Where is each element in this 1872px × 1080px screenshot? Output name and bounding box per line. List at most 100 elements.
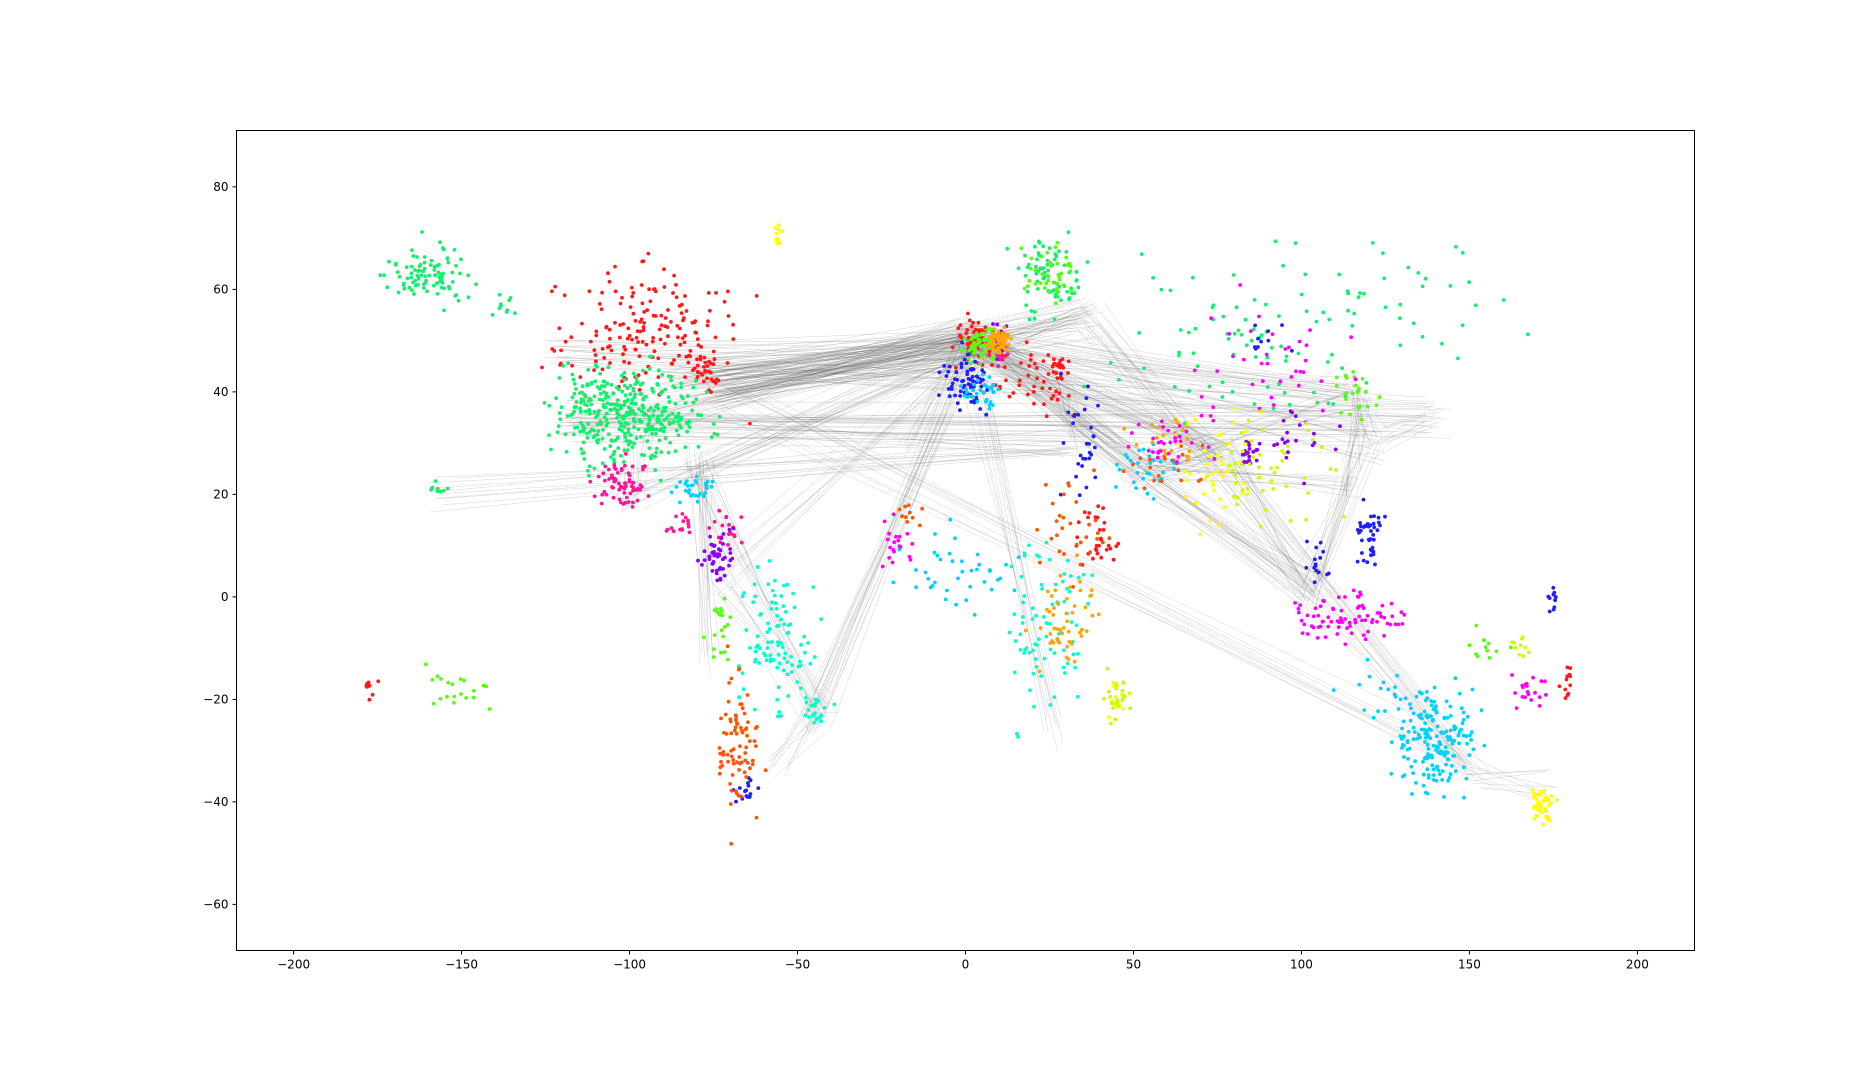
- data-point: [974, 392, 979, 396]
- data-point: [595, 432, 599, 437]
- route-edge: [961, 364, 1314, 595]
- data-point: [633, 319, 638, 323]
- data-point: [1073, 665, 1077, 670]
- data-point: [1183, 470, 1187, 474]
- data-point: [956, 326, 961, 331]
- plot-frame: [236, 130, 1695, 951]
- route-edge: [715, 323, 994, 378]
- x-tick-label: −50: [785, 958, 810, 972]
- data-point: [672, 358, 676, 362]
- data-point: [1221, 314, 1226, 319]
- data-point: [1041, 244, 1046, 249]
- data-point: [1021, 615, 1025, 619]
- data-point: [1442, 795, 1446, 799]
- data-point: [966, 356, 971, 360]
- data-point: [988, 568, 992, 572]
- data-point: [1568, 666, 1573, 670]
- data-point: [1411, 771, 1415, 775]
- data-point: [1106, 689, 1111, 694]
- data-point: [1162, 441, 1166, 446]
- data-point: [446, 680, 451, 685]
- data-point: [1260, 379, 1265, 383]
- data-point: [903, 504, 907, 509]
- data-point: [960, 340, 964, 345]
- data-point: [1346, 291, 1351, 296]
- route-edge: [826, 335, 983, 710]
- data-point: [611, 495, 616, 500]
- data-point: [616, 387, 621, 392]
- route-edge: [1154, 362, 1350, 460]
- data-point: [651, 390, 656, 394]
- route-edge: [1085, 332, 1309, 583]
- data-point: [1151, 458, 1156, 463]
- data-point: [964, 331, 968, 336]
- data-point: [593, 379, 598, 384]
- data-point: [1469, 730, 1474, 735]
- data-point: [970, 374, 975, 379]
- data-point: [1127, 691, 1132, 696]
- data-point: [1075, 535, 1080, 540]
- data-point: [1150, 422, 1154, 427]
- data-point: [603, 464, 608, 469]
- route-edge: [625, 330, 978, 425]
- data-point: [1052, 695, 1057, 699]
- data-point: [623, 435, 627, 439]
- data-point: [679, 311, 684, 315]
- route-edge: [1344, 397, 1367, 476]
- data-point: [602, 489, 607, 494]
- route-edge: [687, 345, 999, 360]
- data-point: [980, 372, 985, 377]
- route-edge: [969, 351, 1236, 452]
- data-point: [656, 368, 661, 373]
- data-point: [640, 453, 644, 457]
- data-point: [561, 364, 566, 368]
- data-point: [1076, 412, 1081, 417]
- data-point: [777, 661, 782, 666]
- data-point: [585, 383, 590, 388]
- data-point: [945, 588, 949, 593]
- data-point: [1296, 351, 1301, 356]
- data-point: [427, 273, 432, 278]
- data-point: [445, 694, 449, 699]
- data-point: [1187, 389, 1191, 393]
- route-edge: [972, 354, 1070, 382]
- route-edge: [971, 347, 1141, 478]
- data-point: [591, 435, 596, 440]
- data-point: [1440, 731, 1445, 735]
- data-point: [1531, 675, 1535, 680]
- data-point: [997, 349, 1002, 354]
- data-point: [1339, 608, 1344, 613]
- route-edge: [767, 724, 818, 762]
- data-point: [1158, 449, 1163, 453]
- data-point: [1019, 361, 1023, 365]
- data-point: [1259, 361, 1264, 366]
- route-edge: [671, 351, 979, 380]
- data-point: [1398, 302, 1403, 307]
- data-point: [1247, 458, 1251, 463]
- data-point: [1280, 437, 1285, 442]
- data-point: [1051, 280, 1056, 285]
- data-point: [1034, 613, 1038, 618]
- route-edge: [1232, 457, 1482, 780]
- route-edge: [1352, 381, 1361, 472]
- data-point: [1351, 370, 1356, 374]
- route-edge: [1121, 460, 1216, 469]
- data-point: [975, 567, 979, 572]
- data-point: [788, 622, 793, 626]
- route-edge: [1044, 399, 1142, 458]
- data-point: [487, 707, 492, 711]
- route-edge: [1466, 753, 1552, 798]
- route-edge: [683, 349, 974, 380]
- data-point: [696, 413, 700, 417]
- data-point: [806, 641, 810, 645]
- data-point: [791, 591, 795, 596]
- data-point: [547, 433, 551, 438]
- data-point: [763, 768, 768, 773]
- data-point: [581, 398, 586, 403]
- data-point: [542, 401, 547, 405]
- data-point: [1333, 447, 1338, 452]
- data-point: [1037, 637, 1041, 641]
- data-point: [982, 580, 987, 584]
- data-point: [975, 374, 979, 379]
- data-point: [641, 396, 646, 401]
